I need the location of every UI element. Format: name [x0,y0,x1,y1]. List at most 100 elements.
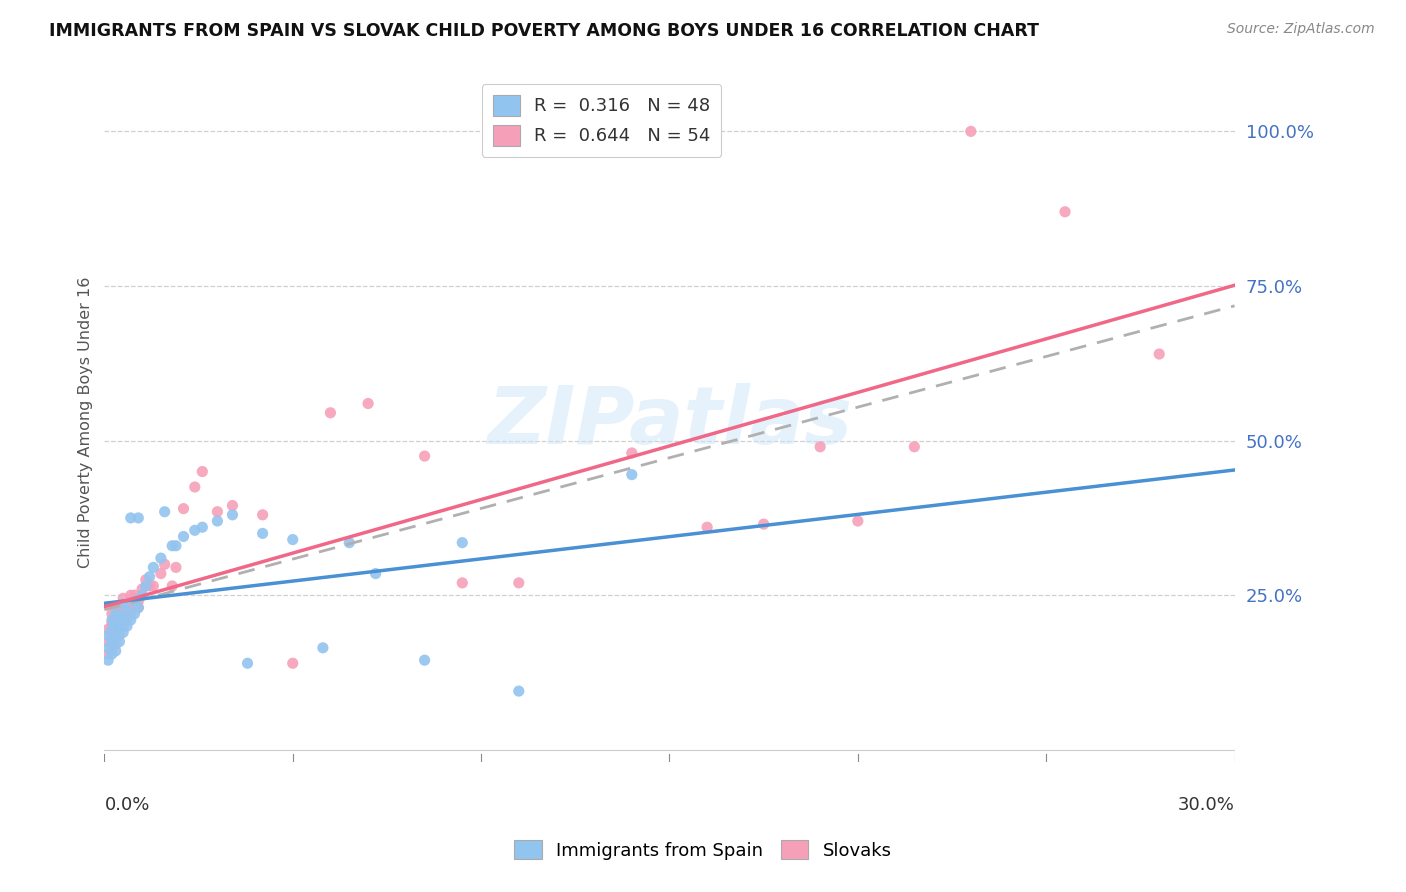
Point [108,634,131,648]
Point [104,632,127,646]
Point [112,619,135,633]
Point [101,634,124,648]
Point [104,644,127,658]
Point [124,607,146,621]
Point [135,579,157,593]
Point [236,657,259,671]
Point [127,511,149,525]
Point [413,653,436,667]
Point [364,566,387,581]
Point [903,440,925,454]
Point [808,440,831,454]
Point [112,591,135,606]
Point [97,647,120,661]
Point [319,406,342,420]
Point [104,600,127,615]
Point [1147,347,1170,361]
Point [127,600,149,615]
Point [184,480,207,494]
Point [281,533,304,547]
Point [97,622,120,636]
Point [124,600,146,615]
Point [97,640,120,655]
Point [153,505,176,519]
Point [108,604,131,618]
Text: 30.0%: 30.0% [1178,797,1234,814]
Point [104,638,127,652]
Point [620,446,643,460]
Point [120,588,142,602]
Point [1053,204,1076,219]
Point [101,640,124,655]
Point [120,613,142,627]
Point [153,558,176,572]
Point [127,600,149,615]
Point [142,579,165,593]
Point [191,465,214,479]
Point [97,634,120,648]
Point [112,598,135,612]
Point [101,628,124,642]
Point [696,520,718,534]
Point [207,505,229,519]
Point [191,520,214,534]
Point [104,625,127,640]
Point [115,604,138,618]
Point [138,579,160,593]
Point [173,501,195,516]
Point [101,647,124,661]
Point [312,640,335,655]
Point [104,613,127,627]
Point [101,607,124,621]
Point [451,535,474,549]
Point [115,613,138,627]
Point [120,607,142,621]
Point [281,657,304,671]
Point [173,529,195,543]
Point [108,610,131,624]
Point [207,514,229,528]
Point [112,625,135,640]
Point [252,526,274,541]
Point [108,628,131,642]
Point [97,628,120,642]
Point [131,582,153,596]
Point [138,569,160,583]
Point [112,613,135,627]
Point [108,622,131,636]
Text: Source: ZipAtlas.com: Source: ZipAtlas.com [1227,22,1375,37]
Point [357,396,380,410]
Point [124,588,146,602]
Point [160,579,183,593]
Point [142,560,165,574]
Point [104,607,127,621]
Point [101,613,124,627]
Point [620,467,643,482]
Point [112,607,135,621]
Point [101,616,124,631]
Text: ZIPatlas: ZIPatlas [486,383,852,461]
Point [846,514,869,528]
Point [160,539,183,553]
Point [115,619,138,633]
Point [115,598,138,612]
Point [960,124,983,138]
Point [165,539,187,553]
Point [337,535,360,549]
Point [104,619,127,633]
Point [413,449,436,463]
Legend: R =  0.316   N = 48, R =  0.644   N = 54: R = 0.316 N = 48, R = 0.644 N = 54 [482,84,721,156]
Point [184,523,207,537]
Point [252,508,274,522]
Legend: Immigrants from Spain, Slovaks: Immigrants from Spain, Slovaks [508,833,898,867]
Point [120,511,142,525]
Point [221,508,243,522]
Point [752,517,775,532]
Y-axis label: Child Poverty Among Boys Under 16: Child Poverty Among Boys Under 16 [79,277,93,567]
Point [101,622,124,636]
Text: 0.0%: 0.0% [104,797,150,814]
Point [149,551,172,566]
Point [221,499,243,513]
Point [451,575,474,590]
Point [131,588,153,602]
